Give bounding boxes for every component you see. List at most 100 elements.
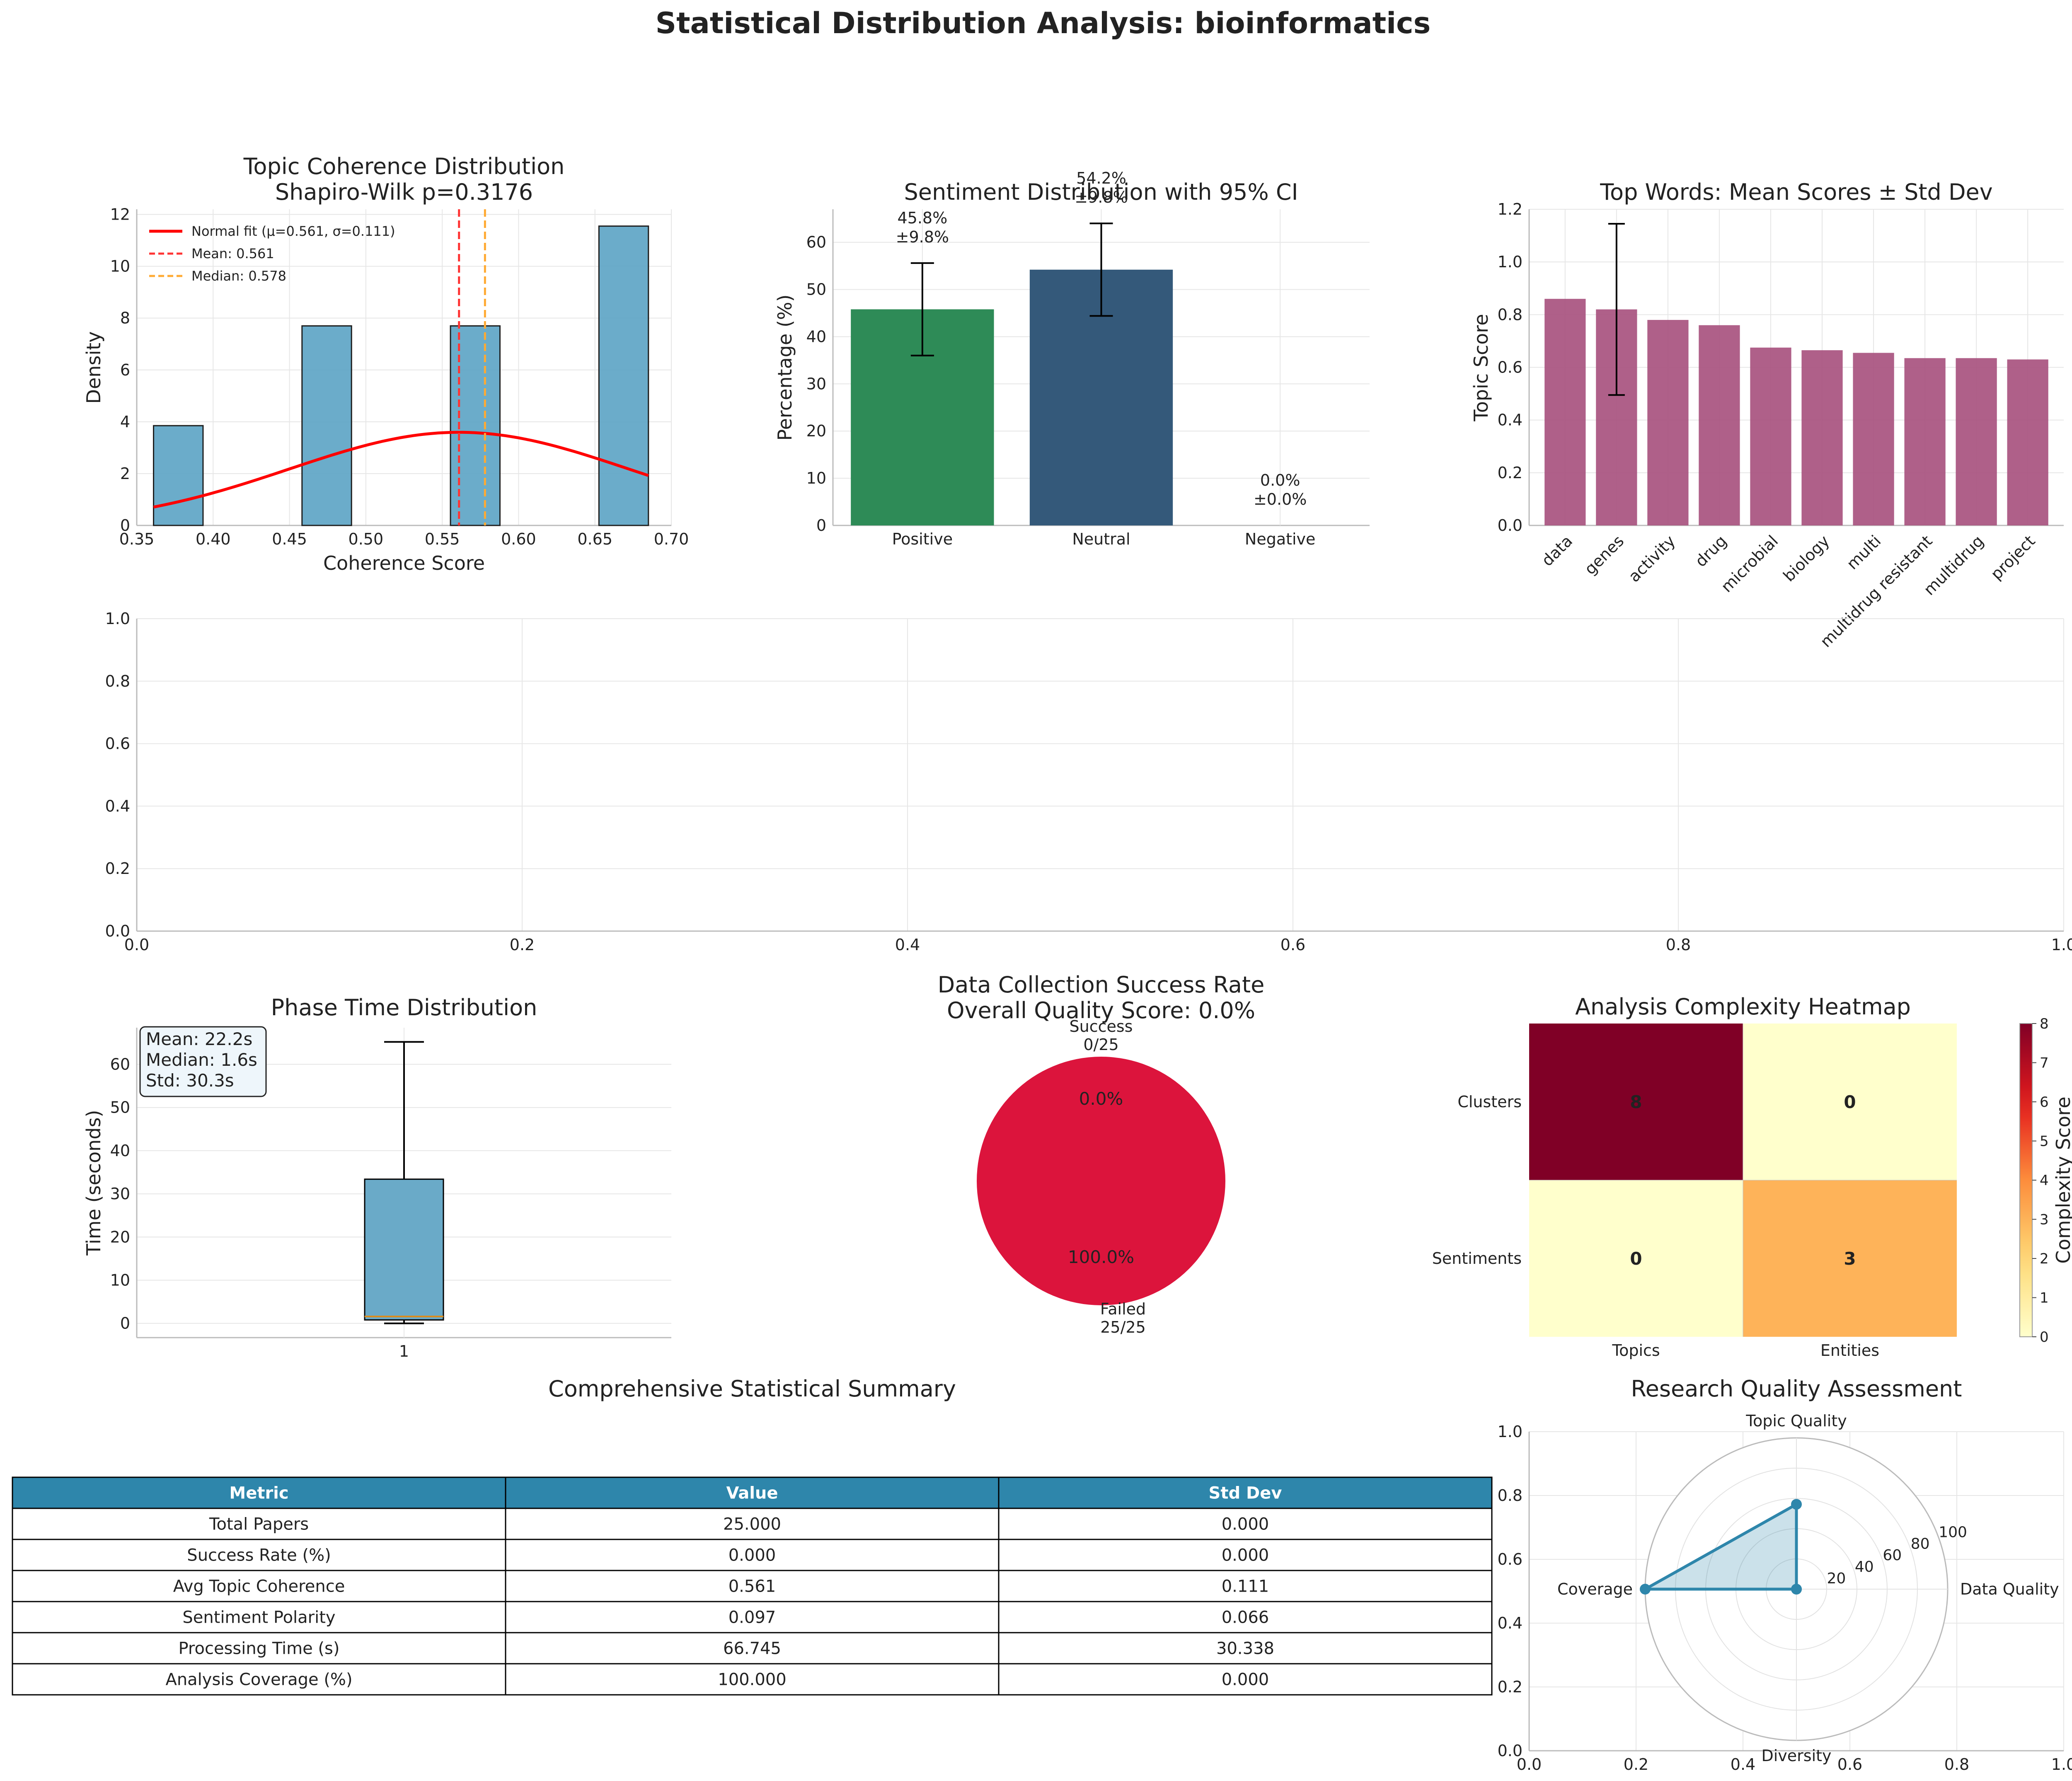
heatmap-value: 3 (1844, 1249, 1856, 1269)
y-tick-label: 50 (110, 1099, 130, 1117)
panel-title: Data Collection Success Rate Overall Qual… (938, 972, 1265, 1024)
y-tick-label: 0.6 (105, 735, 130, 753)
table-cell-value: 0.111 (1222, 1577, 1269, 1596)
y-tick-label: 60 (110, 1055, 130, 1074)
word-score-bar (1699, 325, 1740, 525)
panel-title: Phase Time Distribution (271, 995, 537, 1021)
heatmap-value: 8 (1630, 1092, 1642, 1112)
x-tick-label: 0.35 (119, 530, 155, 548)
table-cell (505, 1632, 1000, 1665)
y-tick-label: 20 (110, 1228, 130, 1246)
y-tick-label: 0 (816, 516, 826, 535)
frame-x-tick-label: 0.4 (1731, 1755, 1755, 1774)
frame-y-tick-label: 0.2 (1498, 1678, 1523, 1696)
table-cell (12, 1570, 506, 1602)
normal-fit-curve (153, 431, 649, 509)
x-tick-label: 0.2 (510, 936, 535, 954)
legend-entry: Median: 0.578 (191, 268, 286, 284)
table-cell-value: 0.000 (1222, 1515, 1269, 1534)
table-cell (998, 1601, 1493, 1633)
y-tick-label: 1.0 (105, 610, 130, 628)
word-score-bar (1750, 347, 1791, 525)
word-score-bar (1853, 353, 1894, 525)
y-tick-label: 30 (806, 375, 826, 393)
panel-title: Sentiment Distribution with 95% CI (904, 179, 1298, 205)
frame-x-tick-label: 0.2 (1624, 1755, 1648, 1774)
y-tick-label: 10 (110, 257, 130, 276)
x-tick-label: 0.45 (272, 530, 307, 548)
y-axis-label: Density (82, 332, 105, 404)
colorbar-tick-label: 7 (2040, 1055, 2049, 1072)
colorbar-tick-label: 5 (2040, 1133, 2049, 1150)
pie-slice-failed (977, 1057, 1225, 1305)
x-tick-label: 0.65 (577, 530, 612, 548)
x-tick-label: drug (1692, 532, 1730, 570)
value-label: 54.2% ±9.8% (1075, 169, 1128, 206)
x-tick-label: genes (1581, 532, 1627, 578)
colorbar-tick-label: 8 (2040, 1016, 2049, 1032)
stats-textbox (139, 1026, 267, 1097)
histogram-bar (450, 325, 501, 526)
frame-y-tick-label: 0.4 (1498, 1614, 1523, 1632)
colorbar-tick-label: 6 (2040, 1094, 2049, 1111)
table-cell-value: 0.066 (1222, 1608, 1269, 1627)
y-tick-label: 0.2 (105, 859, 130, 878)
table-header-cell (998, 1476, 1493, 1509)
frame-y-tick-label: 0.0 (1498, 1742, 1523, 1760)
panel-title: Analysis Complexity Heatmap (1575, 994, 1911, 1020)
coherence-histogram-panel: 0 2 4 6 8 10 12 0.35 0.40 0.45 0.50 0.55 0.60 0.65 0.7… (82, 153, 689, 574)
table-cell-value: Processing Time (s) (179, 1639, 340, 1658)
x-tick-label: biology (1779, 532, 1833, 585)
y-tick-label: 10 (110, 1271, 130, 1289)
colorbar (2019, 1023, 2033, 1337)
radar-axis-label: Coverage (1557, 1580, 1633, 1598)
table-title: Comprehensive Statistical Summary (548, 1376, 956, 1402)
table-cell-value: 0.561 (729, 1577, 776, 1596)
table-cell (998, 1508, 1493, 1540)
table-cell (998, 1539, 1493, 1571)
table-header-label: Value (726, 1484, 778, 1503)
radar-point (1640, 1584, 1651, 1595)
x-tick-label: 0.4 (895, 936, 920, 954)
table-cell-value: Success Rate (%) (187, 1546, 331, 1565)
y-tick-label: 0 (120, 516, 130, 535)
x-tick-label: 0.55 (425, 530, 460, 548)
y-tick-label: 0 (120, 1314, 130, 1333)
x-tick-label: 0.40 (196, 530, 231, 548)
word-score-bar (1904, 358, 1946, 525)
table-cell-value: Avg Topic Coherence (173, 1577, 345, 1596)
y-tick-label: 0.0 (105, 922, 130, 940)
frame-y-tick-label: 0.8 (1498, 1486, 1523, 1505)
x-tick-label: microbial (1717, 532, 1782, 596)
x-tick-label: 0.70 (654, 530, 689, 548)
radar-axis-label: Diversity (1761, 1747, 1831, 1765)
panel-title: Research Quality Assessment (1631, 1376, 1962, 1402)
y-tick-label: 30 (110, 1185, 130, 1203)
histogram-bar (153, 425, 204, 526)
table-cell (12, 1508, 506, 1540)
radar-r-tick-label: 40 (1855, 1558, 1874, 1575)
table-cell-value: 0.097 (729, 1608, 776, 1627)
panel-title: Top Words: Mean Scores ± Std Dev (1600, 179, 1992, 205)
colorbar-tick-label: 1 (2040, 1290, 2049, 1307)
colorbar-label: Complexity Score (2052, 1096, 2072, 1263)
radar-axis-label: Topic Quality (1745, 1412, 1847, 1430)
pie-percent-label: 100.0% (1068, 1247, 1134, 1267)
table-cell-value: Total Papers (209, 1515, 309, 1534)
table-cell-value: 66.745 (723, 1639, 781, 1658)
x-tick-label: 0.0 (124, 936, 149, 954)
radar-r-tick-label: 80 (1911, 1535, 1930, 1552)
pie-label: Failed 25/25 (1100, 1300, 1146, 1336)
legend-entry: Normal fit (μ=0.561, σ=0.111) (191, 223, 395, 239)
y-tick-label: 2 (120, 465, 130, 483)
colorbar-tick-label: 3 (2040, 1212, 2049, 1228)
table-cell (998, 1632, 1493, 1665)
table-cell (505, 1570, 1000, 1602)
table-cell-value: 0.000 (729, 1546, 776, 1565)
frame-y-tick-label: 0.6 (1498, 1550, 1523, 1568)
x-tick-label: 1 (399, 1342, 409, 1360)
heatmap-cell (1743, 1024, 1957, 1180)
row-label: Sentiments (1432, 1249, 1522, 1268)
table-cell (998, 1570, 1493, 1602)
